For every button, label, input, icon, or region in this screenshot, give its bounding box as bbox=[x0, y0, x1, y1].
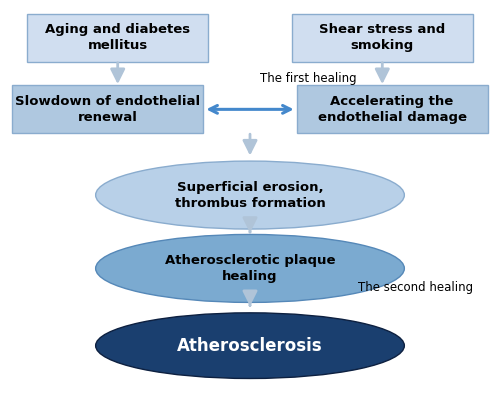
FancyBboxPatch shape bbox=[27, 14, 208, 62]
FancyBboxPatch shape bbox=[12, 85, 203, 133]
Text: Atherosclerotic plaque
healing: Atherosclerotic plaque healing bbox=[165, 254, 335, 283]
FancyBboxPatch shape bbox=[296, 85, 488, 133]
FancyBboxPatch shape bbox=[292, 14, 473, 62]
Ellipse shape bbox=[96, 313, 405, 379]
Ellipse shape bbox=[96, 161, 405, 229]
Text: Superficial erosion,
thrombus formation: Superficial erosion, thrombus formation bbox=[174, 180, 326, 210]
Text: Atherosclerosis: Atherosclerosis bbox=[177, 336, 323, 355]
Text: Shear stress and
smoking: Shear stress and smoking bbox=[319, 23, 446, 52]
Ellipse shape bbox=[96, 234, 405, 303]
Text: Aging and diabetes
mellitus: Aging and diabetes mellitus bbox=[45, 23, 191, 52]
Text: The second healing: The second healing bbox=[358, 281, 473, 294]
Text: The first healing: The first healing bbox=[260, 72, 356, 85]
Text: Accelerating the
endothelial damage: Accelerating the endothelial damage bbox=[318, 95, 466, 124]
Text: Slowdown of endothelial
renewal: Slowdown of endothelial renewal bbox=[16, 95, 200, 124]
